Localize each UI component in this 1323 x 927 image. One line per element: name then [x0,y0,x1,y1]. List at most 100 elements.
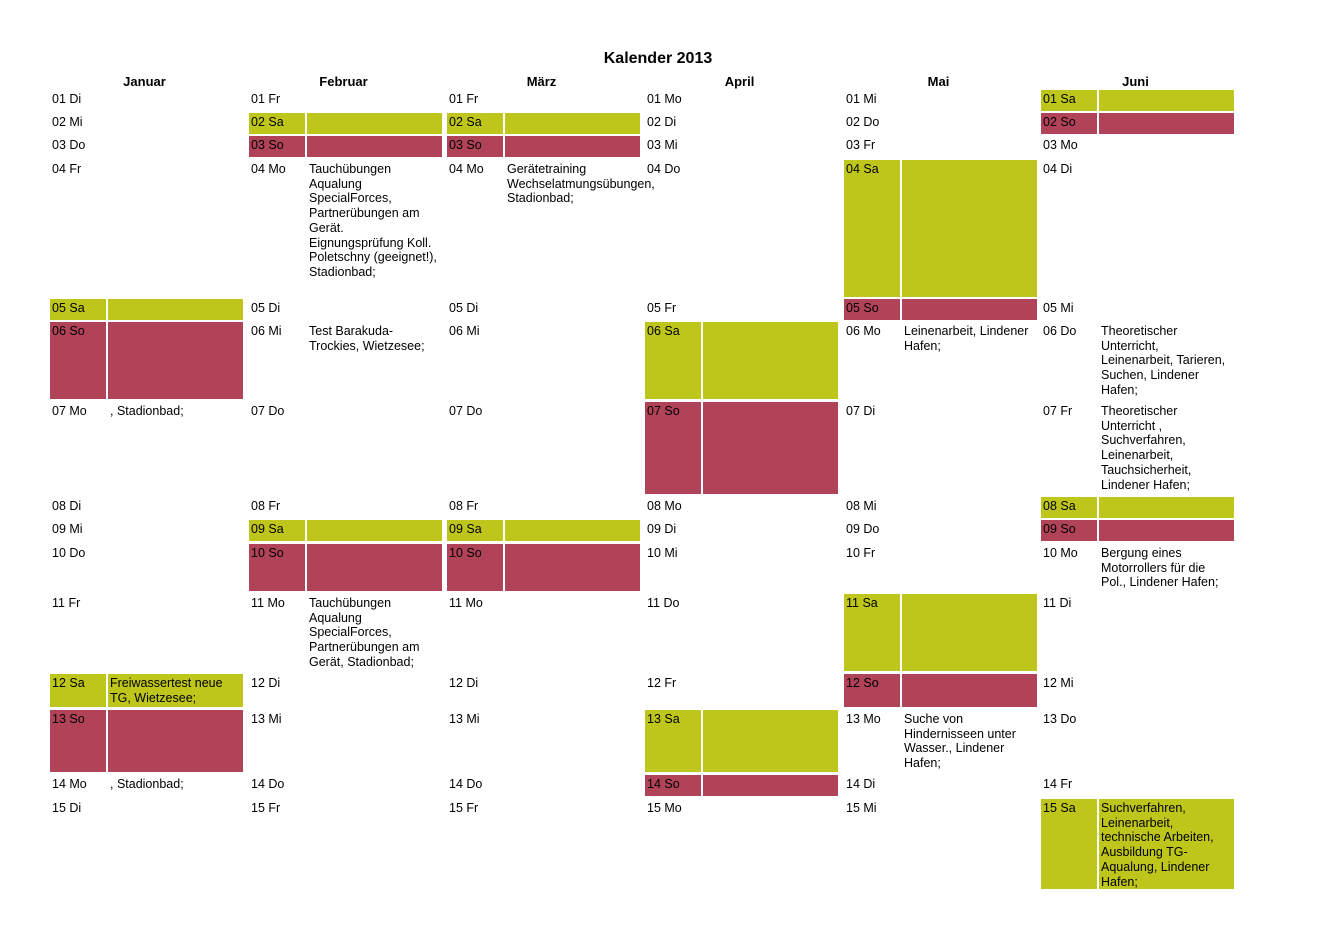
day-cell: 09 So [1041,520,1097,541]
day-cell: 03 So [249,136,305,157]
note-cell: Tauchübungen Aqualung SpecialForces, Par… [309,596,420,669]
note-cell [703,113,838,134]
note-cell [307,136,442,157]
day-cell: 08 Sa [1041,497,1097,518]
day-cell: 12 Mi [1043,676,1074,690]
note-cell [108,299,243,320]
note-cell [505,710,640,772]
note-cell: Test Barakuda-Trockies, Wietzesee; [309,324,425,353]
day-cell: 01 Di [52,92,82,106]
day-cell: 14 So [645,775,701,796]
calendar-row: 11 Fr 11 Mo Tauchübungen Aqualung SpecialF… [0,594,1323,671]
day-cell: 06 Mi [449,324,480,338]
note-cell: Leinenarbeit, Lindener Hafen; [904,324,1029,353]
note-cell: , Stadionbad; [110,404,184,418]
note-cell: Gerätetraining Wechselatmungsübungen, St… [507,162,655,206]
day-cell: 09 Mi [52,522,83,536]
calendar-row: 14 Mo , Stadionbad; 14 Do 14 Do 14 So 14 Di 14… [0,775,1323,796]
note-cell [505,322,640,399]
day-cell: 02 Di [647,115,677,129]
day-cell: 11 Mo [449,596,483,610]
calendar-row: 12 Sa Freiwassertest neue TG, Wietzesee; 1… [0,674,1323,707]
day-cell: 02 Do [846,115,880,129]
day-cell: 12 Di [449,676,479,690]
day-cell: 04 Mo [251,162,286,176]
day-cell: 09 Do [846,522,880,536]
day-cell: 02 Mi [52,115,83,129]
day-cell: 02 Sa [249,113,305,134]
day-cell: 14 Fr [1043,777,1073,791]
day-cell: 10 So [249,544,305,591]
day-cell: 15 Mi [846,801,877,815]
note-cell [307,299,442,320]
day-cell: 15 Fr [251,801,281,815]
note-cell [307,674,442,707]
note-cell [902,544,1037,591]
day-cell: 01 Sa [1041,90,1097,111]
day-cell: 03 Do [52,138,86,152]
day-cell: 01 Fr [251,92,281,106]
day-cell: 05 Di [449,301,479,315]
day-cell: 07 Do [449,404,483,418]
note-cell [307,90,442,111]
note-cell [902,775,1037,796]
note-cell [108,160,243,297]
calendar-row: 07 Mo , Stadionbad; 07 Do 07 Do 07 So 07 Di 07… [0,402,1323,494]
note-cell: Theoretischer Unterricht, Leinenarbeit, … [1101,324,1226,397]
day-cell: 15 Sa [1041,799,1097,889]
note-cell [307,710,442,772]
day-cell: 10 Do [52,546,86,560]
note-cell [307,520,442,541]
day-cell: 05 So [844,299,900,320]
note-cell [1099,594,1234,671]
note-cell [703,497,838,518]
note-cell [108,322,243,399]
note-cell [307,402,442,494]
note-cell [902,113,1037,134]
note-cell [703,160,838,297]
month-header-mai: Mai [927,74,950,89]
note-cell [703,402,838,494]
day-cell: 01 Fr [449,92,479,106]
day-cell: 01 Mo [647,92,682,106]
note-cell [1099,775,1234,796]
day-cell: 06 Do [1043,324,1077,338]
note-cell [902,594,1037,671]
day-cell: 02 Sa [447,113,503,134]
note-cell [703,674,838,707]
day-cell: 11 Do [647,596,680,610]
note-cell [1099,299,1234,320]
calendar-row: 02 Mi 02 Sa 02 Sa 02 Di 02 Do 02 So [0,113,1323,134]
note-cell [902,90,1037,111]
note-cell: Bergung eines Motorrollers für die Pol.,… [1101,546,1219,590]
note-cell [108,594,243,671]
day-cell: 11 Mo [251,596,285,610]
note-cell [902,674,1037,707]
day-cell: 06 Mo [846,324,881,338]
day-cell: 04 Sa [844,160,900,297]
note-cell [505,299,640,320]
note-cell [307,799,442,889]
note-cell [703,520,838,541]
day-cell: 13 So [50,710,106,772]
note-cell [108,544,243,591]
note-cell [505,136,640,157]
note-cell [108,113,243,134]
note-cell [1099,710,1234,772]
day-cell: 02 So [1041,113,1097,134]
note-cell [703,322,838,399]
day-cell: 12 So [844,674,900,707]
note-cell [307,544,442,591]
note-cell [307,113,442,134]
day-cell: 05 Di [251,301,281,315]
month-header-januar: Januar [123,74,166,89]
note-cell [505,544,640,591]
note-cell: , Stadionbad; [110,777,184,791]
note-cell [108,136,243,157]
note-cell: Suchverfahren, Leinenarbeit, technische … [1099,799,1234,889]
note-cell [505,90,640,111]
note-cell [703,799,838,889]
note-cell: Theoretischer Unterricht , Suchverfahren… [1101,404,1192,492]
note-cell [108,90,243,111]
day-cell: 14 Do [251,777,285,791]
